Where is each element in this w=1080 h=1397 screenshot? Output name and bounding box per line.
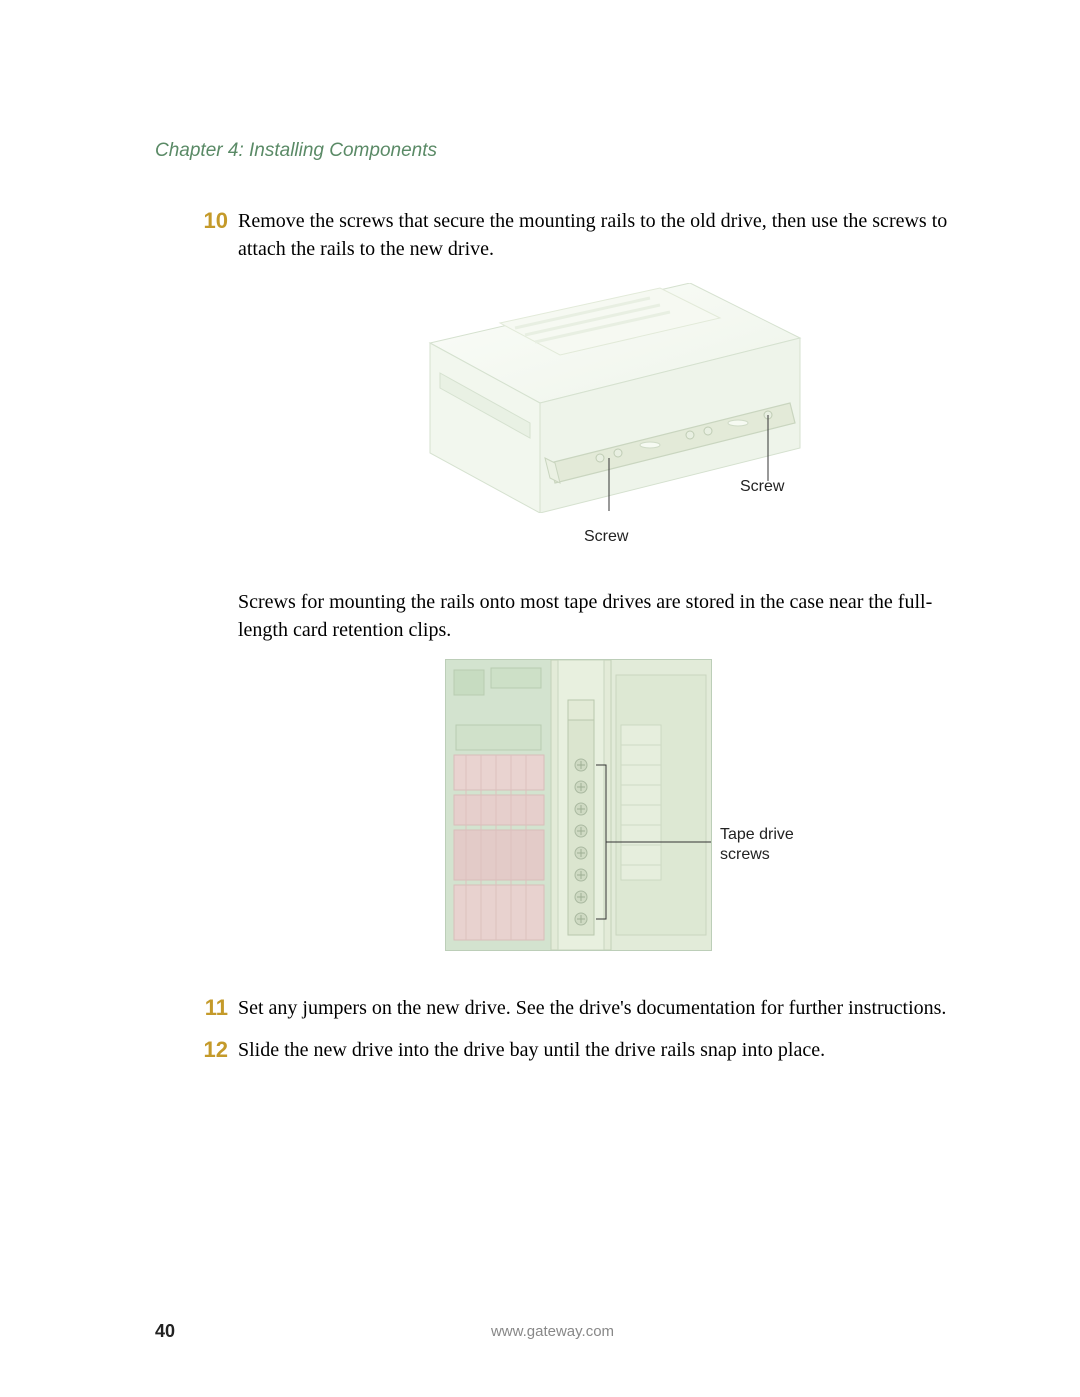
figure-case-screws: Tape drive screws xyxy=(445,659,830,949)
step-10: 10 Remove the screws that secure the mou… xyxy=(155,207,950,263)
label-screw-bottom: Screw xyxy=(584,528,628,546)
paragraph-screws-storage: Screws for mounting the rails onto most … xyxy=(238,588,950,644)
page-number: 40 xyxy=(155,1321,175,1342)
chapter-header: Chapter 4: Installing Components xyxy=(155,140,950,162)
step-number: 11 xyxy=(190,994,228,1022)
step-number: 12 xyxy=(190,1036,228,1064)
page: Chapter 4: Installing Components 10 Remo… xyxy=(0,0,1080,1397)
case-interior-illustration xyxy=(445,659,712,951)
spacer xyxy=(155,1028,950,1036)
footer-url: www.gateway.com xyxy=(491,1323,614,1340)
page-footer: 40 www.gateway.com xyxy=(155,1321,950,1342)
step-text: Set any jumpers on the new drive. See th… xyxy=(238,994,950,1022)
step-text: Remove the screws that secure the mounti… xyxy=(238,207,950,263)
figure-drive-rail: Screw Screw xyxy=(370,283,850,568)
step-11: 11 Set any jumpers on the new drive. See… xyxy=(155,994,950,1022)
spacer xyxy=(155,969,950,994)
label-tape-drive-screws: Tape drive screws xyxy=(720,825,830,865)
step-number: 10 xyxy=(190,207,228,235)
step-12: 12 Slide the new drive into the drive ba… xyxy=(155,1036,950,1064)
label-screw-right: Screw xyxy=(740,478,784,496)
step-text: Slide the new drive into the drive bay u… xyxy=(238,1036,950,1064)
